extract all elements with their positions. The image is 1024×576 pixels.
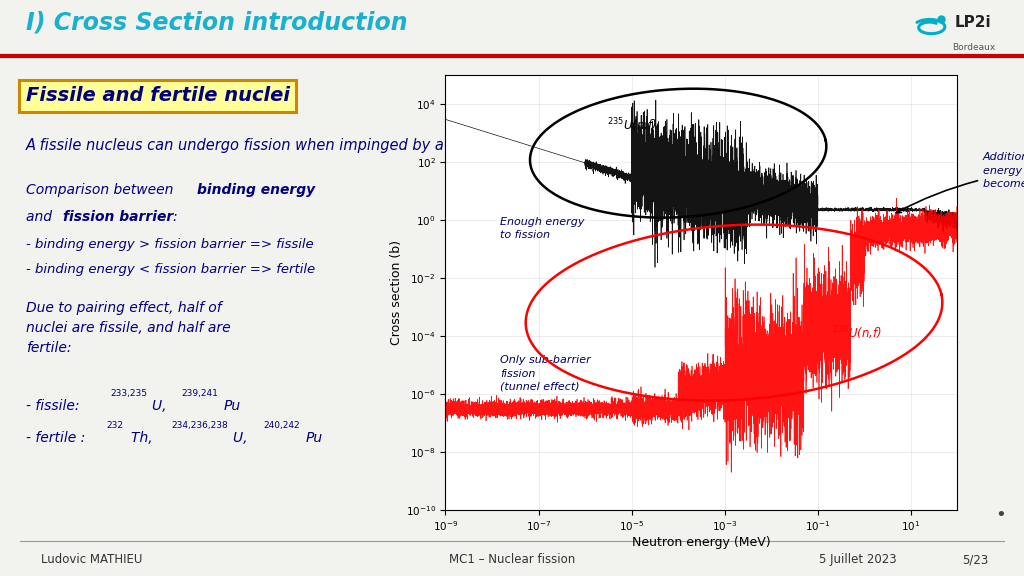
Text: 233,235: 233,235 [111,389,147,398]
Text: and: and [26,210,56,224]
Text: Due to pairing effect, half of
nuclei are fissile, and half are
fertile:: Due to pairing effect, half of nuclei ar… [26,301,230,355]
Text: $^{235}$U(n,f): $^{235}$U(n,f) [607,117,657,134]
Text: LP2i: LP2i [955,16,991,31]
Text: 5/23: 5/23 [962,553,988,566]
Text: Additional kinetic
energy => fission
becomes possible: Additional kinetic energy => fission bec… [896,153,1024,213]
Text: Only sub-barrier
fission
(tunnel effect): Only sub-barrier fission (tunnel effect) [500,355,591,392]
Text: 234,236,238: 234,236,238 [171,421,227,430]
Text: - fertile :: - fertile : [26,431,89,445]
Text: - binding energy > fission barrier => fissile: - binding energy > fission barrier => fi… [26,238,313,251]
Text: :: : [172,210,177,224]
Text: binding energy: binding energy [197,183,314,198]
Text: Ludovic MATHIEU: Ludovic MATHIEU [41,553,142,566]
Y-axis label: Cross section (b): Cross section (b) [390,240,402,345]
Text: Comparison between: Comparison between [26,183,177,198]
Text: 5 Juillet 2023: 5 Juillet 2023 [819,553,897,566]
Text: A fissile nucleus can undergo fission when impinged by a thermal neutron: A fissile nucleus can undergo fission wh… [26,138,568,153]
Text: 240,242: 240,242 [263,421,300,430]
Text: fission barrier: fission barrier [63,210,174,224]
Text: Th,: Th, [131,431,162,445]
Text: Enough energy
to fission: Enough energy to fission [500,217,585,240]
Text: $^{238}$U(n,f): $^{238}$U(n,f) [831,325,882,342]
Text: - fissile:: - fissile: [26,399,84,413]
Text: I) Cross Section introduction: I) Cross Section introduction [26,11,408,35]
X-axis label: Neutron energy (MeV): Neutron energy (MeV) [632,536,771,549]
Text: Pu: Pu [305,431,323,445]
Text: Pu: Pu [223,399,241,413]
Text: •: • [995,506,1006,524]
Text: 232: 232 [106,421,124,430]
Text: U,: U, [152,399,175,413]
Text: Fissile and fertile nuclei: Fissile and fertile nuclei [26,86,290,105]
Text: - binding energy < fission barrier => fertile: - binding energy < fission barrier => fe… [26,263,314,276]
Text: Bordeaux: Bordeaux [952,43,995,52]
Text: 239,241: 239,241 [181,389,218,398]
Text: MC1 – Nuclear fission: MC1 – Nuclear fission [449,553,575,566]
Text: U,: U, [233,431,257,445]
